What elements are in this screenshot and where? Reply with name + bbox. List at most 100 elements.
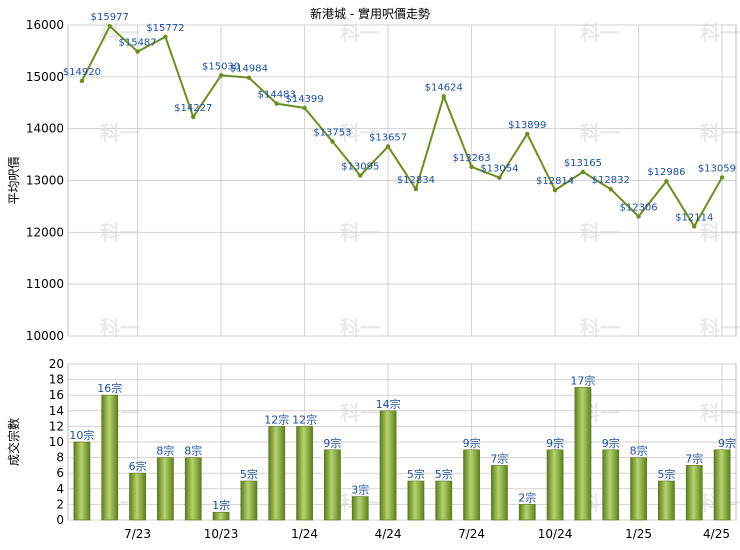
line-y-tick-label: 11000 <box>26 277 64 291</box>
price-series-line <box>81 24 723 229</box>
watermark-text: 科一 <box>580 221 620 245</box>
transaction-bar <box>212 511 230 521</box>
price-point <box>135 49 140 54</box>
transaction-bar <box>101 394 119 521</box>
transaction-bar <box>184 457 202 521</box>
transaction-data-label: 9宗 <box>323 436 341 450</box>
transaction-bar <box>463 449 480 521</box>
transaction-data-label: 9宗 <box>463 436 481 450</box>
bar-y-axis-label: 成交宗數 <box>6 418 21 466</box>
price-point <box>163 34 168 40</box>
transaction-bar <box>351 496 369 521</box>
price-point <box>692 224 697 229</box>
transaction-bar <box>379 410 397 521</box>
transaction-bar <box>129 472 146 521</box>
watermark-text: 科一 <box>340 401 380 425</box>
transaction-data-label: 17宗 <box>570 373 595 387</box>
transaction-bar <box>157 457 174 521</box>
transaction-bar <box>407 480 425 521</box>
price-point <box>413 186 419 192</box>
price-point <box>608 187 613 192</box>
price-data-label: $12986 <box>647 167 685 178</box>
price-point <box>330 139 335 144</box>
watermark-text: 科一 <box>100 121 140 145</box>
price-data-label: $14624 <box>425 82 463 93</box>
transaction-bar <box>73 441 91 521</box>
price-data-label: $15487 <box>118 38 156 49</box>
transaction-data-label: 9宗 <box>546 436 564 450</box>
price-data-label: $13054 <box>480 164 518 175</box>
price-point <box>191 114 196 120</box>
transaction-data-label: 6宗 <box>129 459 147 473</box>
price-point <box>525 131 530 137</box>
transaction-data-label: 3宗 <box>351 483 369 497</box>
price-data-label: $13059 <box>698 163 736 174</box>
transaction-data-label: 12宗 <box>292 412 317 426</box>
watermark-text: 科一 <box>700 121 740 145</box>
price-data-label: $13753 <box>313 127 351 138</box>
transaction-data-label: 14宗 <box>376 397 401 411</box>
price-data-label: $12834 <box>397 175 435 186</box>
transaction-data-label: 5宗 <box>240 467 258 481</box>
price-data-label: $15030 <box>202 61 240 72</box>
bar-y-tick-label: 18 <box>49 373 64 387</box>
price-point <box>469 164 474 170</box>
transaction-data-label: 12宗 <box>264 412 289 426</box>
transaction-data-label: 5宗 <box>657 467 675 481</box>
line-chart-title: 新港城 - 實用呎價走勢 <box>310 6 430 21</box>
price-point <box>497 175 502 180</box>
bar-y-tick-label: 12 <box>49 419 64 433</box>
bar-y-tick-label: 8 <box>56 451 64 465</box>
price-point <box>218 73 224 78</box>
transaction-data-label: 5宗 <box>407 467 425 481</box>
price-point <box>274 101 279 106</box>
price-data-label: $12114 <box>675 212 713 223</box>
line-chart: 10000 11000 12000 13000 14000 15000 16000 平均呎價 $… <box>7 12 737 343</box>
transaction-bar <box>574 387 592 521</box>
line-y-axis-label: 平均呎價 <box>7 156 21 204</box>
bar-y-tick-label: 10 <box>49 435 64 449</box>
transaction-data-label: 2宗 <box>518 490 536 504</box>
price-data-label: $12306 <box>619 202 657 213</box>
price-point <box>664 179 669 184</box>
x-tick-label: 4/24 <box>375 527 402 541</box>
x-tick-label: 1/25 <box>625 527 652 541</box>
price-data-label: $12814 <box>536 176 574 187</box>
price-point <box>441 94 446 99</box>
watermark-text: 科一 <box>100 221 140 245</box>
bar-y-tick-label: 2 <box>56 497 64 511</box>
x-tick-label: 4/25 <box>703 527 730 541</box>
transaction-data-label: 8宗 <box>630 444 648 458</box>
price-data-label: $15772 <box>146 23 184 34</box>
transaction-bar <box>685 465 703 521</box>
price-data-label: $13657 <box>369 132 407 143</box>
transaction-bar <box>658 480 675 521</box>
transaction-data-label: 9宗 <box>718 436 736 450</box>
price-point <box>79 78 85 84</box>
price-point <box>246 75 252 80</box>
price-data-label: $14399 <box>285 94 323 105</box>
transaction-data-label: 8宗 <box>156 444 174 458</box>
transaction-bar <box>713 449 731 521</box>
line-y-tick-label: 10000 <box>26 329 64 343</box>
price-point <box>107 23 112 29</box>
transaction-bar <box>296 426 313 521</box>
line-y-tick-label: 15000 <box>26 70 64 84</box>
transaction-bar <box>546 449 564 521</box>
x-tick-label: 10/23 <box>204 527 239 541</box>
line-y-tick-label: 12000 <box>26 225 64 239</box>
price-data-label: $14227 <box>174 103 212 114</box>
transaction-data-label: 7宗 <box>685 451 703 465</box>
price-data-label: $14483 <box>258 90 296 101</box>
transaction-data-label: 5宗 <box>435 467 453 481</box>
bar-y-tick-label: 14 <box>49 404 64 418</box>
watermark-text: 科一 <box>340 121 380 145</box>
price-data-label: $13095 <box>341 162 379 173</box>
transaction-data-label: 1宗 <box>212 498 230 512</box>
bar-y-tick-label: 6 <box>56 466 64 480</box>
watermark-text: 科一 <box>340 221 380 245</box>
transaction-bar <box>518 504 536 521</box>
price-point <box>385 144 391 149</box>
line-y-tick-label: 16000 <box>26 18 64 32</box>
